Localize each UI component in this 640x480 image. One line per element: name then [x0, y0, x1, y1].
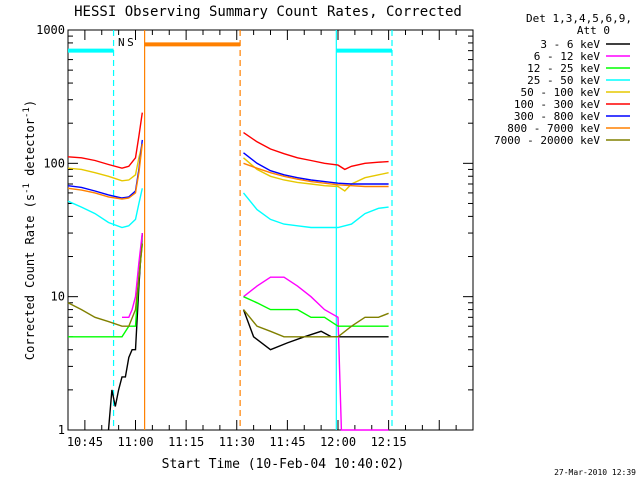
x-tick-label: 12:15: [371, 435, 407, 449]
y-tick-label: 100: [43, 156, 65, 170]
plot-frame: [67, 29, 474, 431]
y-tick-label: 1000: [36, 23, 65, 37]
legend-label: 7000 - 20000 keV: [494, 134, 600, 147]
y-tick-label: 1: [58, 423, 65, 437]
x-axis-label: Start Time (10-Feb-04 10:40:02): [162, 457, 405, 472]
legend-label: 3 - 6 keV: [540, 38, 600, 51]
x-tick-labels: 10:45 11:00 11:15 11:30 11:45 12:00 12:15: [67, 435, 407, 449]
legend-header-1: Det 1,3,4,5,6,9,: [526, 12, 632, 25]
series-line: [67, 112, 389, 171]
series-line: [67, 188, 389, 229]
horizontal-bars: [68, 42, 392, 53]
series-line: [67, 243, 389, 338]
annotation-label: S: [127, 36, 134, 49]
legend-label: 800 - 7000 keV: [507, 122, 600, 135]
legend-label: 50 - 100 keV: [521, 86, 601, 99]
x-tick-label: 11:15: [168, 435, 204, 449]
annotation-label: N: [118, 36, 125, 49]
axis-ticks: [67, 30, 474, 431]
y-axis-label: Corrected Count Rate (s-1 detector-1): [22, 100, 37, 360]
y-tick-labels: 1 10 100 1000: [36, 23, 65, 437]
x-tick-label: 11:45: [269, 435, 305, 449]
series-lines: [67, 112, 389, 431]
legend-label: 100 - 300 keV: [514, 98, 600, 111]
x-tick-label: 12:00: [320, 435, 356, 449]
series-line: [67, 139, 389, 199]
series-line: [107, 233, 389, 431]
x-tick-label: 10:45: [67, 435, 103, 449]
series-line: [122, 233, 389, 431]
legend-label: 25 - 50 keV: [527, 74, 600, 87]
x-tick-label: 11:30: [219, 435, 255, 449]
legend-label: 6 - 12 keV: [534, 50, 601, 63]
series-line: [67, 143, 389, 200]
y-tick-label: 10: [51, 290, 65, 304]
series-line: [67, 143, 389, 192]
legend-label: 300 - 800 keV: [514, 110, 600, 123]
footer-date: 27-Mar-2010 12:39: [554, 468, 636, 477]
legend-header-2: Att 0: [577, 24, 610, 37]
series-line: [68, 243, 389, 338]
vertical-markers: [112, 30, 393, 430]
legend-label: 12 - 25 keV: [527, 62, 600, 75]
x-tick-label: 11:00: [117, 435, 153, 449]
chart-title: HESSI Observing Summary Count Rates, Cor…: [74, 4, 462, 20]
